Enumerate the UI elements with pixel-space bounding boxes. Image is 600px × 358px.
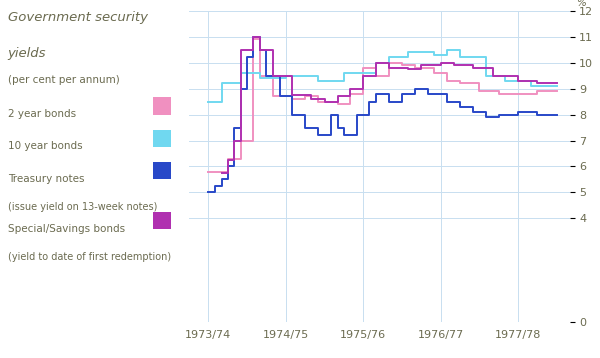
Text: 10 year bonds: 10 year bonds bbox=[8, 141, 82, 151]
Text: (yield to date of first redemption): (yield to date of first redemption) bbox=[8, 252, 171, 262]
Text: (per cent per annum): (per cent per annum) bbox=[8, 75, 119, 85]
Text: Government security: Government security bbox=[8, 11, 148, 24]
Text: (issue yield on 13-week notes): (issue yield on 13-week notes) bbox=[8, 202, 157, 212]
Text: Special/Savings bonds: Special/Savings bonds bbox=[8, 224, 125, 234]
Text: yields: yields bbox=[8, 47, 46, 59]
Text: 2 year bonds: 2 year bonds bbox=[8, 109, 76, 119]
Text: Treasury notes: Treasury notes bbox=[8, 174, 84, 184]
Text: %: % bbox=[576, 0, 586, 8]
